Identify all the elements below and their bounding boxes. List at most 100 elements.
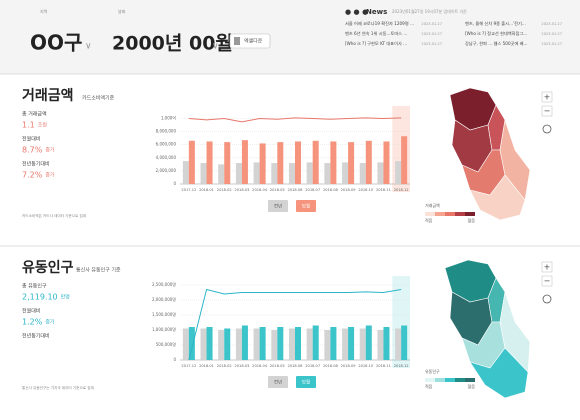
x-tick-label: 2018.05 — [270, 188, 285, 192]
note: 통신사 유동인구는 기지국 데이터 기준으로 집계 — [22, 385, 94, 390]
bar — [206, 141, 213, 184]
bar — [377, 162, 384, 184]
region-select[interactable]: OO구 — [30, 31, 82, 55]
bar — [253, 328, 260, 360]
bar — [330, 327, 337, 360]
map-legend-low: 적음 — [425, 383, 433, 389]
legend-swatch — [435, 378, 445, 382]
reset[interactable] — [542, 124, 552, 134]
bar — [235, 328, 242, 360]
x-tick-label: 2018.10 — [358, 364, 374, 368]
stat-unit: 증가 — [45, 147, 55, 154]
bar — [348, 142, 355, 184]
map-legend-title: 유동인구 — [425, 368, 440, 374]
reset[interactable] — [542, 294, 552, 304]
stat-value: 8.7% — [22, 146, 43, 155]
x-tick-label: 2018.02 — [217, 188, 232, 192]
bar — [235, 163, 242, 184]
x-tick-label: 2018.01 — [199, 188, 214, 192]
bar — [306, 328, 313, 360]
legend-label: 당월 — [302, 203, 310, 210]
news-date: 2023.01.27 — [421, 42, 442, 46]
map-legend-high: 많음 — [468, 217, 476, 223]
section-title: 거래금액 — [22, 87, 74, 104]
legend-swatch — [296, 200, 316, 212]
legend-swatch — [435, 212, 445, 216]
bar — [241, 140, 248, 184]
bar — [188, 140, 195, 184]
excel-button-label: 엑셀다운 — [244, 38, 263, 45]
y-tick-label: 1,500,000명 — [152, 311, 176, 317]
x-tick-label: 2018.06 — [288, 188, 304, 192]
x-tick-label: 2018.08 — [323, 364, 339, 368]
bar — [288, 163, 295, 184]
news-item[interactable]: 서울 어제 코로나19 확진자 1209명 ... — [345, 20, 414, 27]
news-item[interactable]: 벤츠, 올해 신차 9종 출시...'전기... — [465, 20, 526, 27]
legend-label: 당월 — [302, 379, 310, 386]
bar — [342, 162, 349, 184]
note: 카드소비액은 카드사 데이터 기준으로 집계 — [22, 213, 86, 218]
y-tick-label: 500,000명 — [156, 341, 177, 347]
x-tick-label: 2018.09 — [341, 188, 357, 192]
x-tick-label: 2018.08 — [323, 188, 339, 192]
zoom-in[interactable] — [541, 91, 553, 103]
bar — [188, 327, 195, 360]
bar — [312, 140, 319, 184]
bar — [206, 327, 213, 360]
bar — [271, 163, 278, 184]
zoom-controls: + − + − — [541, 91, 553, 304]
map-legend-high: 많음 — [468, 383, 476, 389]
bar — [306, 162, 313, 184]
stat-unit: 만명 — [61, 294, 70, 301]
y-tick-label: 8,000,000 — [156, 129, 177, 134]
legend-swatch — [455, 378, 465, 382]
stat-label: 전년동기대비 — [22, 333, 50, 340]
x-tick-label: 2018.12 — [394, 364, 409, 368]
bar — [259, 327, 266, 360]
bar — [401, 136, 408, 184]
bar — [383, 327, 390, 360]
legend-label: 전년 — [274, 379, 282, 386]
stat-unit: 조원 — [38, 122, 48, 129]
bar — [277, 142, 284, 184]
stat-value: 1.1 — [22, 121, 35, 130]
bar — [295, 327, 302, 360]
bar — [401, 325, 408, 360]
bar — [200, 163, 207, 184]
bar — [224, 328, 231, 360]
line — [188, 288, 402, 361]
bar — [348, 327, 355, 360]
x-tick-label: 2018.03 — [234, 364, 249, 368]
y-tick-label: 1,000,000명 — [152, 326, 176, 332]
bar — [224, 142, 231, 184]
bar — [359, 163, 366, 184]
zoom-out[interactable] — [541, 105, 553, 117]
date-select[interactable]: 2000년 00월 — [112, 33, 233, 55]
bar — [253, 162, 260, 184]
bar — [182, 328, 189, 360]
bar — [288, 328, 295, 360]
bar — [218, 164, 225, 184]
news-item[interactable]: 강남구, 한파 ... 웹스 500곳에 배... — [465, 40, 528, 47]
bar — [324, 163, 331, 184]
bar — [365, 140, 372, 184]
stat-label: 전월대비 — [22, 136, 40, 143]
news-item[interactable]: 벤츠 6년 연속 1위 시동...토마스 ... — [345, 30, 407, 37]
x-tick-label: 2018.05 — [270, 364, 285, 368]
news-item[interactable]: [Who is ?] 정교선 현대백화점그... — [465, 30, 527, 37]
legend-swatch — [268, 200, 288, 212]
zoom-out[interactable] — [541, 275, 553, 287]
x-tick-label: 2017.12 — [181, 188, 196, 192]
line — [188, 117, 402, 123]
zoom-in[interactable] — [541, 261, 553, 273]
section-title: 유동인구 — [22, 259, 74, 276]
y-tick-label: 0 — [173, 357, 176, 362]
legend-swatch — [465, 212, 475, 216]
news-item[interactable]: [Who is ?] 구현모 KT 대표이사 ... — [345, 40, 407, 47]
map-legend-low: 적음 — [425, 217, 433, 223]
legend-swatch — [296, 376, 316, 388]
legend-swatch — [445, 212, 455, 216]
stat-value: 1.2% — [22, 318, 43, 327]
y-tick-label: 2,500,000명 — [152, 281, 176, 287]
